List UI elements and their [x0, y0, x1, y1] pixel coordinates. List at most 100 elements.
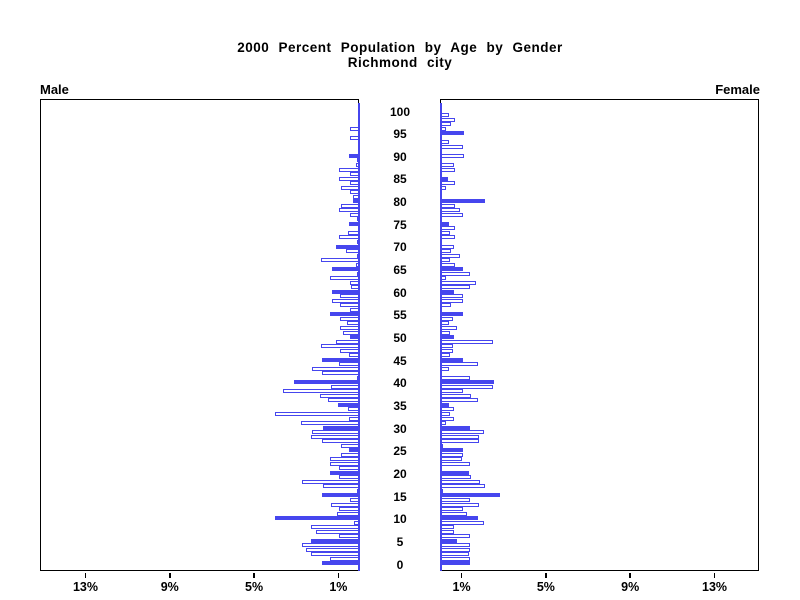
pyramid-bar-male-age-69: [345, 249, 360, 254]
pyramid-bar-male-age-79: [340, 203, 360, 208]
pct-tick-female-5%: [545, 572, 547, 578]
pyramid-bar-female-age-52: [440, 325, 457, 330]
pyramid-bar-female-age-26: [440, 443, 443, 448]
pyramid-bar-female-age-15: [440, 493, 501, 498]
pyramid-bar-male-age-62: [350, 280, 360, 285]
pyramid-bar-female-age-12: [440, 507, 464, 512]
pyramid-bar-male-age-24: [341, 452, 360, 457]
pyramid-bar-male-age-57: [340, 303, 360, 308]
pyramid-bar-female-age-44: [440, 362, 479, 367]
pyramid-bar-female-age-30: [440, 425, 471, 430]
pyramid-bar-male-age-59: [340, 294, 360, 299]
pct-tick-female-13%: [713, 572, 716, 578]
pyramid-bar-male-age-3: [306, 547, 360, 552]
pyramid-bar-male-age-5: [311, 538, 360, 543]
pyramid-bar-female-age-47: [440, 348, 454, 353]
pyramid-bar-male-age-90: [348, 153, 360, 158]
pyramid-bar-male-age-18: [302, 479, 360, 484]
pyramid-bar-male-age-50: [350, 335, 360, 340]
pyramid-bar-female-age-55: [440, 312, 463, 317]
pct-tick-female-9%: [629, 572, 631, 578]
age-axis-label-10: 10: [393, 512, 407, 527]
pct-tick-male-5%: [253, 572, 255, 578]
age-axis-label-45: 45: [393, 353, 407, 368]
pyramid-bar-male-age-42: [321, 371, 360, 376]
pct-label-female-1%: 1%: [452, 580, 471, 594]
pyramid-bar-female-age-95: [440, 131, 464, 136]
pyramid-bar-male-age-40: [293, 380, 360, 385]
age-axis-label-40: 40: [393, 376, 407, 391]
pyramid-bar-male-age-1: [330, 556, 360, 561]
age-axis-label-60: 60: [393, 285, 407, 300]
pyramid-bar-male-age-14: [350, 498, 360, 503]
pyramid-bar-male-age-71: [357, 239, 360, 244]
pyramid-bar-female-age-27: [440, 439, 479, 444]
pyramid-bar-male-age-64: [357, 271, 360, 276]
pyramid-bar-female-age-87: [440, 167, 456, 172]
pyramid-bar-female-age-10: [440, 516, 479, 521]
pyramid-bar-female-age-67: [440, 258, 450, 263]
pyramid-bar-female-age-83: [440, 185, 447, 190]
pyramid-bar-male-age-48: [321, 344, 360, 349]
pyramid-bar-female-age-78: [440, 208, 460, 213]
pyramid-bar-male-age-52: [340, 325, 360, 330]
pyramid-bar-female-age-39: [440, 384, 494, 389]
pyramid-bar-male-age-61: [351, 285, 360, 290]
pyramid-bar-female-age-34: [440, 407, 454, 412]
pyramid-bar-female-age-93: [440, 140, 449, 145]
pyramid-bar-female-age-68: [440, 253, 460, 258]
age-axis-label-5: 5: [396, 534, 404, 549]
pyramid-bar-female-age-9: [440, 520, 485, 525]
pyramid-bar-female-age-43: [440, 366, 449, 371]
pct-label-male-9%: 9%: [160, 580, 179, 594]
pct-label-female-13%: 13%: [702, 580, 728, 594]
chart-subtitle: Richmond city: [347, 55, 453, 70]
pyramid-bar-female-age-33: [440, 412, 451, 416]
pyramid-bar-male-age-6: [339, 534, 360, 539]
pct-tick-male-13%: [84, 572, 87, 578]
pyramid-bar-female-age-0: [440, 561, 470, 566]
pyramid-bar-male-age-76: [357, 217, 360, 222]
pyramid-bar-male-age-55: [329, 312, 360, 317]
pyramid-bar-male-age-46: [348, 353, 360, 358]
pct-tick-female-1%: [460, 572, 463, 578]
pyramid-bar-male-age-28: [311, 434, 360, 439]
age-axis-label-80: 80: [393, 195, 407, 210]
pyramid-bar-female-age-14: [440, 498, 471, 503]
pyramid-bar-male-age-4: [302, 543, 360, 548]
pyramid-bar-male-age-17: [323, 484, 360, 489]
pyramid-bar-male-age-38: [282, 389, 360, 394]
pyramid-bar-female-age-66: [440, 262, 456, 267]
age-axis-label-95: 95: [393, 127, 407, 142]
pyramid-bar-female-age-90: [440, 153, 464, 158]
pyramid-bar-female-age-17: [440, 484, 486, 489]
pyramid-bar-female-age-98: [440, 117, 456, 122]
male-plot-area: [40, 99, 359, 571]
pyramid-bar-female-age-85: [440, 176, 448, 181]
pyramid-bar-male-age-65: [332, 267, 360, 272]
pyramid-bar-male-age-11: [337, 511, 360, 516]
pyramid-bar-male-age-70: [336, 244, 360, 249]
female-panel-label: Female: [715, 82, 760, 97]
pyramid-bar-female-age-61: [440, 285, 470, 290]
pyramid-bar-female-age-35: [440, 402, 449, 407]
pyramid-bar-male-age-20: [330, 470, 360, 475]
pyramid-bar-female-age-1: [440, 556, 470, 561]
pyramid-bar-female-age-25: [440, 448, 464, 453]
pyramid-bar-male-age-23: [330, 457, 360, 462]
pyramid-bar-male-age-33: [274, 412, 360, 416]
pyramid-bar-female-age-6: [440, 534, 471, 539]
pyramid-bar-male-age-77: [350, 212, 360, 217]
pyramid-bar-female-age-73: [440, 230, 450, 235]
pyramid-bar-female-age-18: [440, 479, 480, 484]
pyramid-bar-female-age-2: [440, 552, 469, 557]
pyramid-bar-female-age-4: [440, 543, 470, 548]
age-axis-label-15: 15: [393, 489, 407, 504]
pyramid-bar-male-age-85: [338, 176, 360, 181]
pyramid-bar-female-age-72: [440, 235, 456, 240]
pyramid-bar-male-age-45: [321, 357, 360, 362]
pyramid-bar-female-age-8: [440, 525, 455, 530]
age-axis-label-75: 75: [393, 217, 407, 232]
age-axis-label-100: 100: [389, 104, 411, 119]
pyramid-bar-female-age-49: [440, 339, 494, 344]
